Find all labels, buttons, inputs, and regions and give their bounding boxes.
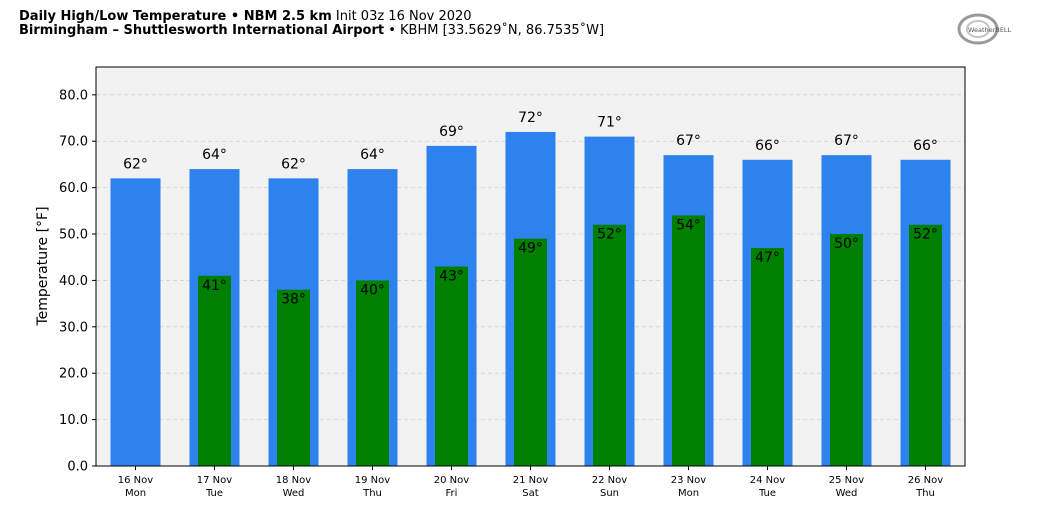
high-temp-label: 64° <box>202 147 227 163</box>
x-tick-day: Mon <box>678 488 699 499</box>
x-tick-day: Thu <box>362 488 382 499</box>
high-temp-label: 71° <box>597 115 622 131</box>
logo-swirl-inner <box>966 20 990 38</box>
low-temp-label: 40° <box>360 282 385 298</box>
high-temp-label: 62° <box>281 156 306 172</box>
station-info: • KBHM [33.5629˚N, 86.7535˚W] <box>388 23 605 38</box>
x-tick-date: 20 Nov <box>434 475 470 486</box>
logo-swirl-outer <box>957 13 999 45</box>
low-temp-bar <box>830 234 863 466</box>
high-temp-bar <box>110 178 161 467</box>
x-tick-date: 17 Nov <box>197 475 233 486</box>
x-tick-day: Sat <box>522 488 538 499</box>
x-tick-date: 24 Nov <box>750 475 786 486</box>
y-axis-label: Temperature [°F] <box>35 206 51 326</box>
x-tick-date: 25 Nov <box>829 475 865 486</box>
x-tick-day: Tue <box>205 488 223 499</box>
x-tick-day: Mon <box>125 488 146 499</box>
low-temp-bar <box>356 280 389 466</box>
high-temp-label: 66° <box>913 138 938 154</box>
x-tick-date: 22 Nov <box>592 475 628 486</box>
chart-title-line: Daily High/Low Temperature • NBM 2.5 km … <box>19 9 472 24</box>
y-tick-label: 50.0 <box>59 228 88 243</box>
low-temp-label: 41° <box>202 278 227 294</box>
logo-text: WeatherBELL <box>968 26 1012 34</box>
y-tick-label: 20.0 <box>59 367 88 382</box>
low-temp-label: 50° <box>834 236 859 252</box>
y-tick-label: 70.0 <box>59 135 88 150</box>
high-temp-label: 67° <box>676 133 701 149</box>
low-temp-label: 52° <box>597 227 622 243</box>
high-temp-label: 64° <box>360 147 385 163</box>
y-tick-label: 80.0 <box>59 88 88 103</box>
low-temp-bar <box>909 224 942 466</box>
low-temp-label: 54° <box>676 217 701 233</box>
x-tick-day: Thu <box>915 488 935 499</box>
y-tick-label: 60.0 <box>59 181 88 196</box>
y-tick-label: 30.0 <box>59 320 88 335</box>
low-temp-bar <box>198 275 231 466</box>
data-labels: 62° 64° 62° 64° 69° 72° 71° 67° 66° 67° 66° 41° 38° 4… <box>123 110 938 308</box>
x-tick-date: 26 Nov <box>908 475 944 486</box>
low-temp-label: 47° <box>755 250 780 266</box>
x-tick-date: 18 Nov <box>276 475 312 486</box>
y-tick-label: 0.0 <box>67 460 88 475</box>
x-tick-day: Wed <box>283 488 305 499</box>
low-temp-bar <box>593 224 626 466</box>
low-temp-bar <box>751 247 784 466</box>
low-temp-bar <box>435 266 468 466</box>
low-temp-bar <box>277 289 310 466</box>
bars <box>110 131 951 467</box>
x-tick-day: Sun <box>600 488 619 499</box>
low-temp-label: 38° <box>281 292 306 308</box>
x-tick-date: 19 Nov <box>355 475 391 486</box>
high-temp-label: 62° <box>123 156 148 172</box>
init-time: Init 03z 16 Nov 2020 <box>335 9 472 24</box>
x-axis: 16 Nov Mon 17 Nov Tue 18 Nov Wed 19 Nov Thu 20 N… <box>118 466 944 499</box>
low-temp-bar <box>514 238 547 466</box>
x-tick-date: 23 Nov <box>671 475 707 486</box>
low-temp-label: 49° <box>518 241 543 257</box>
location-name: Birmingham – Shuttlesworth International… <box>19 23 385 38</box>
x-tick-day: Wed <box>836 488 858 499</box>
x-tick-date: 16 Nov <box>118 475 154 486</box>
high-temp-label: 69° <box>439 124 464 140</box>
high-temp-label: 66° <box>755 138 780 154</box>
x-tick-day: Fri <box>446 488 458 499</box>
y-tick-label: 40.0 <box>59 274 88 289</box>
y-axis: 0.0 10.0 20.0 30.0 40.0 50.0 60.0 70.0 80.0 <box>59 88 96 475</box>
low-temp-bar <box>672 215 705 466</box>
high-temp-label: 67° <box>834 133 859 149</box>
y-tick-label: 10.0 <box>59 413 88 428</box>
high-temp-label: 72° <box>518 110 543 126</box>
weatherbell-logo: WeatherBELL <box>957 13 1012 45</box>
chart-title: Daily High/Low Temperature • NBM 2.5 km <box>19 9 332 24</box>
x-tick-day: Tue <box>758 488 776 499</box>
low-temp-label: 43° <box>439 269 464 285</box>
low-temp-label: 52° <box>913 227 938 243</box>
location-line: Birmingham – Shuttlesworth International… <box>19 23 604 38</box>
x-tick-date: 21 Nov <box>513 475 549 486</box>
